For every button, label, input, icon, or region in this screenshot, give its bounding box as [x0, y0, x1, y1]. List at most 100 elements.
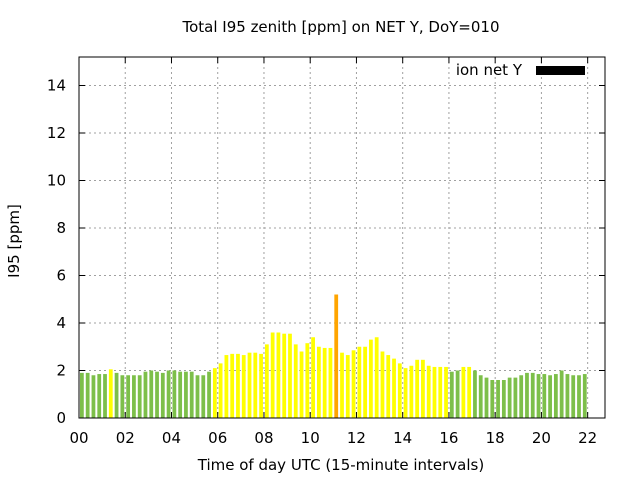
y-tick-label: 6	[56, 267, 66, 285]
bar	[178, 371, 183, 418]
grid	[79, 57, 605, 418]
bar	[143, 371, 148, 418]
bar	[91, 375, 96, 418]
bar	[172, 370, 177, 418]
bar	[536, 374, 541, 418]
bar	[137, 375, 142, 418]
bar	[276, 332, 281, 418]
bar	[241, 355, 246, 418]
bar	[386, 355, 391, 418]
bar	[467, 366, 472, 418]
bar	[501, 380, 506, 418]
x-axis-label: Time of day UTC (15-minute intervals)	[197, 456, 484, 474]
bar	[577, 375, 581, 418]
legend-label: ion net Y	[456, 61, 523, 79]
bar	[166, 370, 171, 418]
x-tick-label: 16	[439, 429, 458, 447]
y-tick-label: 0	[56, 409, 66, 427]
x-tick-label: 20	[532, 429, 551, 447]
bar	[236, 353, 240, 418]
y-axis-label: I95 [ppm]	[5, 204, 23, 278]
bar	[340, 352, 344, 418]
bar	[525, 372, 529, 418]
bar	[155, 371, 159, 418]
bar	[184, 371, 188, 418]
y-tick-label: 2	[56, 362, 66, 380]
bars	[80, 294, 587, 418]
bar	[218, 363, 223, 418]
x-tick-label: 22	[578, 429, 597, 447]
x-tick-label: 18	[486, 429, 505, 447]
bar	[97, 374, 102, 418]
bar	[473, 370, 477, 418]
bar	[132, 375, 136, 418]
bar	[351, 350, 356, 418]
legend-swatch	[536, 66, 585, 75]
bar	[426, 365, 431, 418]
bar	[126, 375, 131, 418]
bar	[80, 372, 84, 418]
x-tick-label: 00	[69, 429, 88, 447]
x-tick-label: 10	[301, 429, 320, 447]
bar	[160, 372, 165, 418]
bar	[345, 355, 350, 418]
bar	[120, 375, 125, 418]
bar	[582, 374, 587, 418]
x-tick-label: 04	[162, 429, 181, 447]
bar	[484, 377, 489, 418]
bar	[85, 372, 90, 418]
bar	[282, 333, 287, 418]
bar	[490, 380, 495, 418]
bar	[513, 377, 518, 418]
bar	[108, 369, 113, 418]
bar	[224, 355, 229, 418]
bar	[230, 353, 235, 418]
bar	[270, 332, 275, 418]
bar	[207, 371, 211, 418]
x-tick-label: 12	[347, 429, 366, 447]
y-tick-label: 8	[56, 219, 66, 237]
bar	[189, 371, 194, 418]
bar	[548, 375, 552, 418]
bar	[288, 333, 292, 418]
bar	[461, 366, 466, 418]
bar	[421, 359, 425, 418]
bar	[542, 374, 547, 418]
bar	[444, 366, 448, 418]
bar	[392, 358, 396, 418]
x-tick-label: 02	[116, 429, 135, 447]
y-tick-label: 4	[56, 314, 66, 332]
y-tick-label: 10	[47, 172, 66, 190]
bar	[380, 351, 385, 418]
bar	[438, 366, 443, 418]
legend: ion net Y	[456, 61, 585, 79]
bar	[507, 377, 512, 418]
bar	[369, 339, 373, 418]
bar	[478, 375, 483, 418]
bar	[264, 344, 269, 418]
bar	[530, 372, 535, 418]
bar	[305, 343, 310, 418]
bar	[415, 359, 420, 418]
bar	[114, 372, 119, 418]
bar	[103, 374, 107, 418]
bar	[357, 346, 362, 418]
bar	[397, 363, 402, 418]
bar	[409, 365, 414, 418]
bar	[363, 346, 368, 418]
x-tick-label: 06	[208, 429, 227, 447]
bar	[374, 337, 379, 418]
bar	[432, 366, 437, 418]
bar	[253, 352, 258, 418]
y-tick-label: 14	[47, 77, 66, 95]
bar	[259, 353, 263, 418]
bar	[559, 370, 564, 418]
bar	[247, 352, 252, 418]
bar	[328, 347, 333, 418]
bar	[334, 294, 339, 418]
bar	[316, 346, 321, 418]
x-tick-label: 14	[393, 429, 412, 447]
